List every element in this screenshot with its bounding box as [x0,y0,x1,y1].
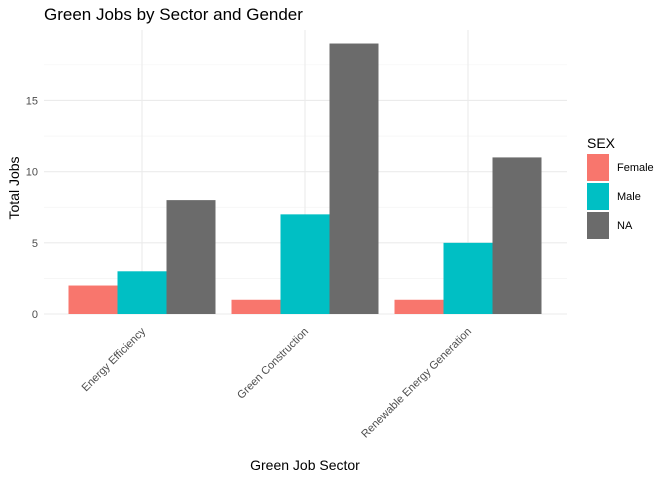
legend-label-female: Female [617,162,654,174]
y-axis-label: Total Jobs [6,156,22,219]
legend-key-female [587,154,609,181]
legend-key-na [587,212,609,239]
bar-renewable-energy-generation-na [492,157,542,314]
x-axis-tick-labels: Energy Efficiency Green Construction Renew… [80,325,474,440]
bar-green-construction-female [231,299,281,314]
x-tick-label: Green Construction [235,326,311,402]
bar-energy-efficiency-na [166,200,216,314]
legend-label-male: Male [617,191,641,203]
bar-green-construction-na [329,43,379,315]
legend-title: SEX [587,135,616,151]
y-tick-label: 5 [32,238,38,250]
y-axis-tick-labels: 0 5 10 15 [26,95,38,321]
legend-items: Female Male NA [587,154,654,239]
bars [68,43,542,315]
legend: SEX Female Male NA [587,135,654,239]
bar-energy-efficiency-male [117,271,167,314]
bar-renewable-energy-generation-female [394,299,444,314]
x-tick-label: Energy Efficiency [80,325,149,394]
x-axis-label: Green Job Sector [250,457,360,473]
y-tick-label: 10 [26,167,38,179]
chart-title: Green Jobs by Sector and Gender [44,5,303,24]
legend-label-na: NA [617,220,633,232]
bar-energy-efficiency-female [68,285,118,314]
y-tick-label: 0 [32,309,38,321]
x-tick-label: Renewable Energy Generation [359,326,474,441]
bar-renewable-energy-generation-male [443,242,493,314]
y-tick-label: 15 [26,95,38,107]
legend-key-male [587,183,609,210]
bar-green-construction-male [280,214,330,314]
